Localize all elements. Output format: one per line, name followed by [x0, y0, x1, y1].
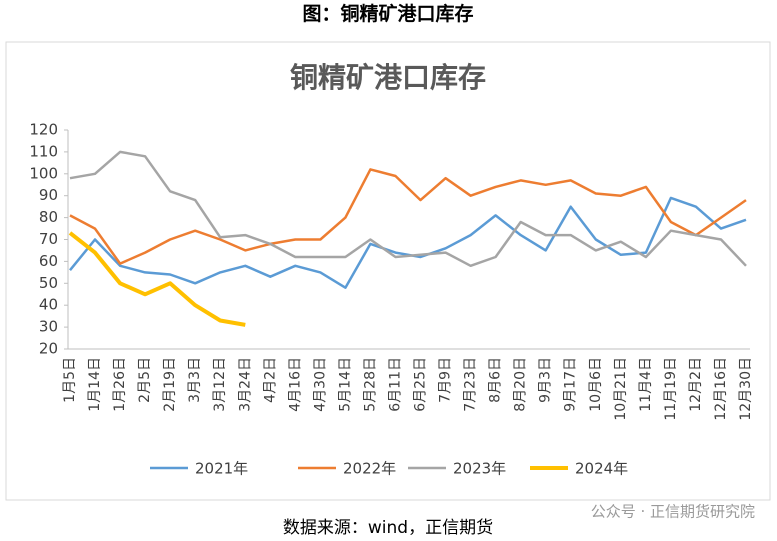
legend-label: 2024年: [575, 460, 628, 478]
series-line: [69, 168, 747, 265]
y-tick-label: 40: [39, 296, 58, 314]
x-tick-label: 8月20日: [513, 357, 529, 412]
y-tick-label: 100: [29, 164, 58, 182]
y-tick-label: 80: [39, 208, 58, 226]
x-tick-label: 12月16日: [713, 357, 729, 421]
x-tick-label: 5月14日: [337, 357, 353, 412]
y-tick-label: 60: [39, 252, 58, 270]
legend-label: 2022年: [343, 460, 396, 478]
x-tick-label: 1月5日: [62, 357, 78, 403]
chart-frame: [5, 41, 771, 501]
x-tick-label: 2月5日: [137, 357, 153, 403]
x-tick-label: 4月2日: [262, 357, 278, 403]
watermark: 公众号 · 正信期货研究院: [591, 503, 755, 521]
y-tick-label: 70: [39, 230, 58, 248]
x-tick-label: 2月19日: [162, 357, 178, 412]
x-tick-label: 4月30日: [312, 357, 328, 412]
series-line: [68, 231, 246, 327]
x-tick-label: 10月21日: [613, 357, 629, 421]
x-tick-label: 11月4日: [638, 357, 654, 412]
legend-label: 2021年: [195, 460, 248, 478]
x-tick-label: 3月3日: [187, 357, 203, 403]
x-tick-label: 3月24日: [237, 357, 253, 412]
x-tick-label: 10月6日: [588, 357, 604, 412]
x-tick-label: 7月9日: [438, 357, 454, 403]
y-tick-label: 50: [39, 274, 58, 292]
y-tick-label: 20: [39, 340, 58, 358]
x-tick-label: 6月11日: [387, 357, 403, 412]
y-tick-label: 30: [39, 318, 58, 336]
x-tick-label: 5月28日: [362, 357, 378, 412]
x-tick-label: 12月30日: [738, 357, 754, 421]
x-tick-label: 11月19日: [663, 357, 679, 421]
x-tick-label: 9月17日: [563, 357, 579, 412]
chart-title: 铜精矿港口库存: [290, 61, 486, 94]
legend-label: 2023年: [453, 460, 506, 478]
x-tick-label: 8月6日: [488, 357, 504, 403]
x-tick-label: 3月12日: [212, 357, 228, 412]
x-tick-label: 1月14日: [87, 357, 103, 412]
x-tick-label: 6月25日: [413, 357, 429, 412]
x-tick-label: 12月2日: [688, 357, 704, 412]
x-tick-label: 7月23日: [463, 357, 479, 412]
y-tick-label: 90: [39, 186, 58, 204]
x-tick-label: 1月26日: [112, 357, 128, 412]
source-note: 数据来源：wind，正信期货: [283, 518, 493, 538]
x-tick-label: 4月16日: [287, 357, 303, 412]
series-line: [69, 150, 747, 268]
x-tick-label: 9月3日: [538, 357, 554, 403]
y-tick-label: 110: [29, 142, 58, 160]
page-title: 图：铜精矿港口库存: [302, 2, 473, 25]
y-tick-label: 120: [29, 121, 58, 139]
